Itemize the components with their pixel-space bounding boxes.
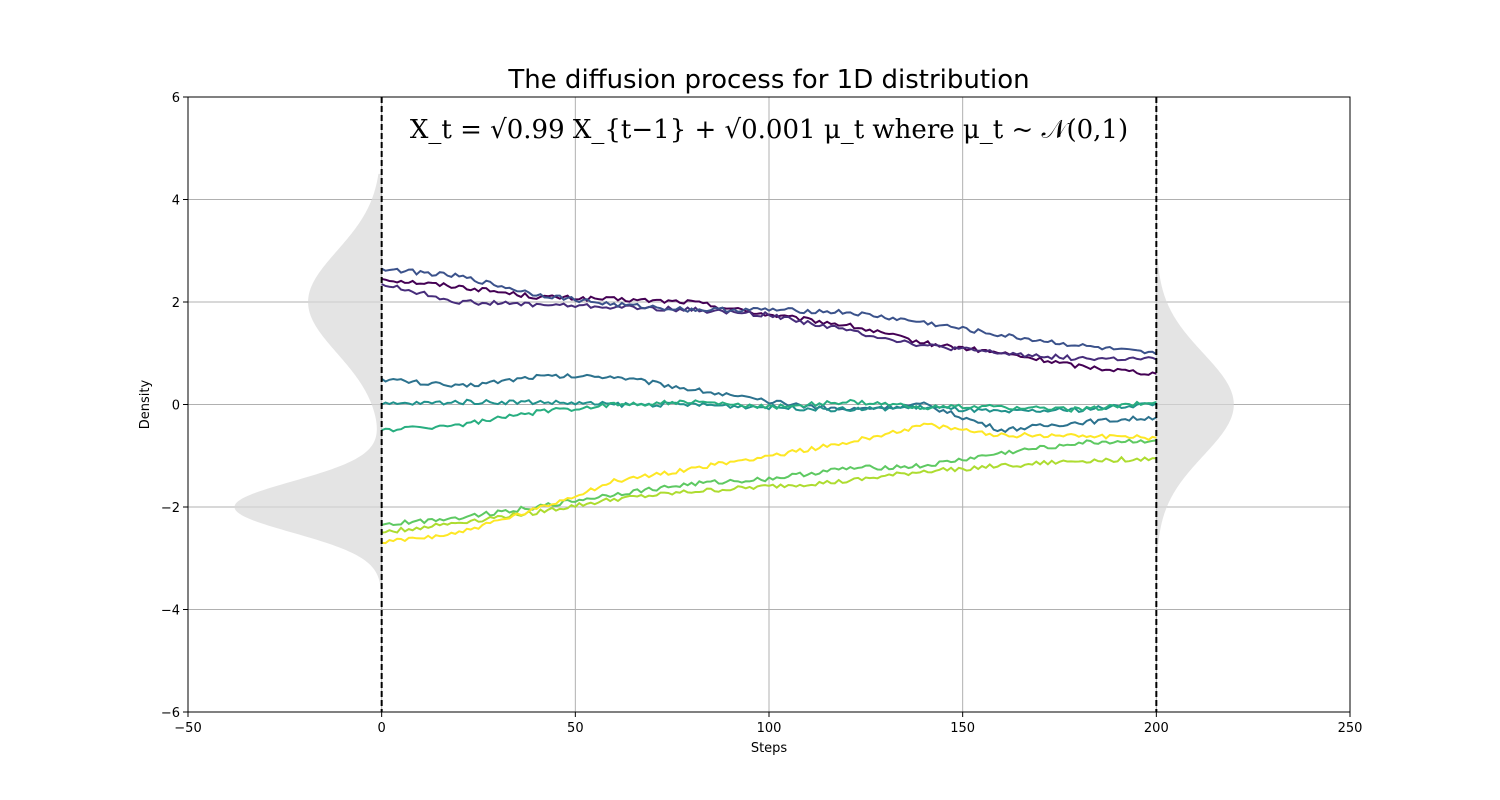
x-tick-label: −50 [174,721,201,736]
series-line-8 [381,455,1157,534]
series-line-7 [381,438,1157,527]
x-tick-label: 0 [378,721,386,736]
density-curves [234,173,1234,636]
series-lines [381,267,1157,545]
chart-formula: X_t = √0.99 X_{t−1} + √0.001 μ_t where μ… [410,115,1128,145]
y-tick-label: −2 [161,501,180,516]
x-tick-label: 100 [757,721,782,736]
y-tick-label: 0 [172,399,180,414]
series-line-6 [381,398,1157,433]
vertical-dashed-lines [380,97,1158,712]
x-tick-label: 250 [1338,721,1363,736]
y-tick-label: 2 [172,296,180,311]
x-tick-label: 150 [950,721,975,736]
y-tick-label: 4 [172,194,180,209]
x-tick-label: 200 [1144,721,1169,736]
y-tick-label: 6 [172,91,180,106]
series-line-2 [381,283,1157,362]
final-density [1156,173,1234,636]
series-line-9 [381,422,1157,545]
axis-ticks: −50 0 50 100 150 200 250 −6 −4 −2 0 2 4 6 [161,91,1363,736]
x-axis-label: Steps [751,741,788,756]
y-axis-label: Density [138,379,153,429]
y-tick-label: −4 [161,604,180,619]
series-line-4 [381,372,1157,434]
series-line-5 [381,398,1157,414]
chart-title: The diffusion process for 1D distributio… [507,65,1029,95]
x-tick-label: 50 [567,721,584,736]
y-tick-label: −6 [161,706,180,721]
series-line-3 [381,267,1157,356]
initial-density [234,173,382,636]
